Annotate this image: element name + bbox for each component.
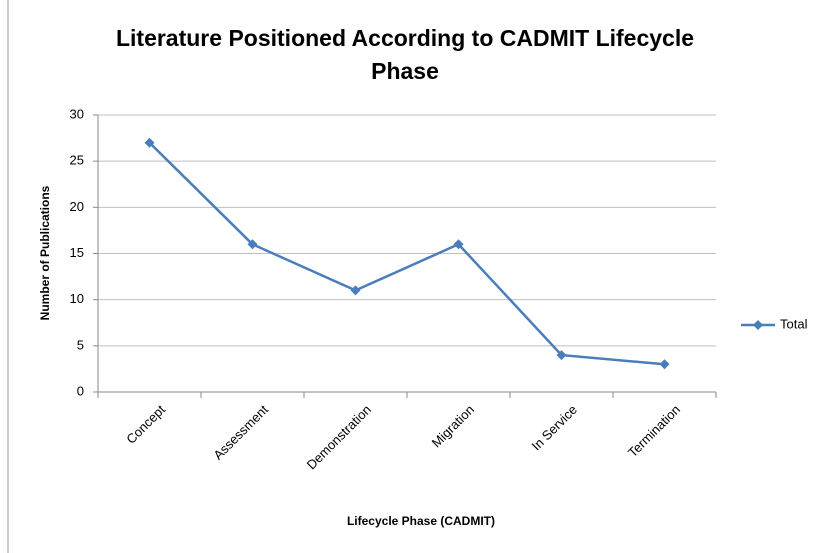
y-tick-label: 0 (77, 383, 84, 398)
legend-label: Total (780, 316, 808, 331)
data-point (453, 239, 464, 250)
y-tick-label: 10 (70, 291, 84, 306)
y-tick-label: 5 (77, 337, 84, 352)
x-tick-label: Migration (429, 402, 477, 450)
series-line (148, 141, 665, 366)
data-point (247, 239, 258, 250)
x-tick-label: Demonstration (304, 402, 374, 472)
legend-marker (753, 320, 763, 330)
y-tick-label: 25 (70, 153, 84, 168)
y-tick-label: 15 (70, 245, 84, 260)
x-tick-label: Termination (625, 402, 683, 460)
data-point (556, 350, 567, 361)
x-tick-label: Assessment (210, 402, 271, 463)
data-point (144, 137, 155, 148)
chart-title: Literature Positioned According to CADMI… (115, 25, 695, 84)
x-axis-label: Lifecycle Phase (CADMIT) (347, 514, 495, 528)
y-tick-label: 30 (70, 106, 84, 121)
x-tick-label: Concept (123, 402, 168, 447)
x-tick-label: In Service (529, 402, 580, 453)
y-tick-label: 20 (70, 199, 84, 214)
data-point (350, 285, 361, 296)
data-point (659, 359, 670, 370)
y-axis-label: Number of Publications (38, 185, 52, 320)
